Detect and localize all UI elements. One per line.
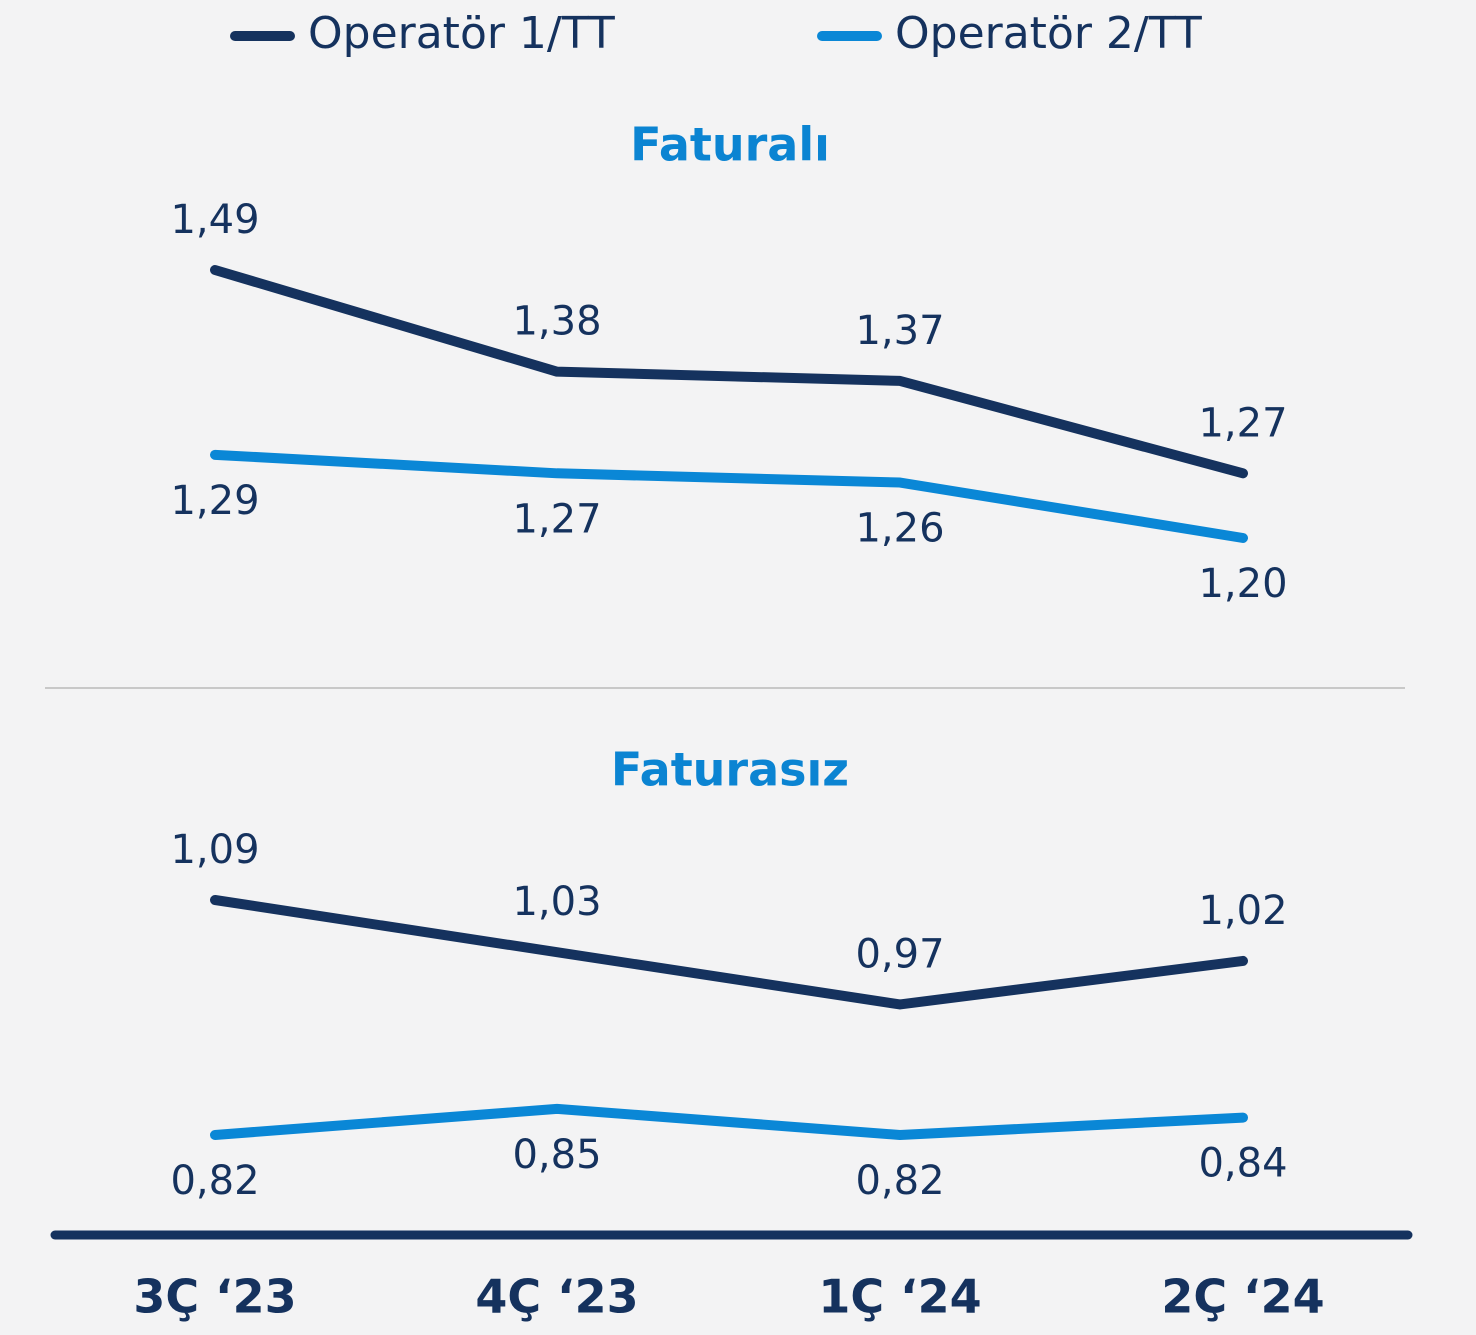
data-label: 0,97 [855,931,944,977]
data-label: 0,82 [170,1158,259,1204]
data-label: 1,27 [512,496,601,542]
data-label: 1,27 [1198,400,1287,446]
line [210,449,1248,543]
data-label: 0,84 [1198,1141,1287,1187]
data-label: 1,38 [512,299,601,345]
legend-label: Operatör 1/TT [308,8,615,59]
data-label: 1,20 [1198,561,1287,607]
x-tick-label: 4Ç ‘23 [475,1270,638,1324]
data-label: 1,37 [855,308,944,354]
data-label: 0,82 [855,1158,944,1204]
data-label: 1,26 [855,506,944,552]
data-label: 1,02 [1198,888,1287,934]
legend-label: Operatör 2/TT [895,8,1202,59]
x-tick-label: 3Ç ‘23 [133,1270,296,1324]
chart-title: Faturasız [611,743,849,797]
data-label: 1,03 [512,879,601,925]
chart-title: Faturalı [630,118,830,172]
data-label: 0,85 [512,1132,601,1178]
data-label: 1,49 [170,197,259,243]
data-label: 1,09 [170,827,259,873]
x-tick-label: 2Ç ‘24 [1161,1270,1324,1324]
x-tick-label: 1Ç ‘24 [818,1270,981,1324]
line [210,265,1248,479]
data-label: 1,29 [170,478,259,524]
line [210,895,1248,1010]
line [210,1103,1248,1140]
